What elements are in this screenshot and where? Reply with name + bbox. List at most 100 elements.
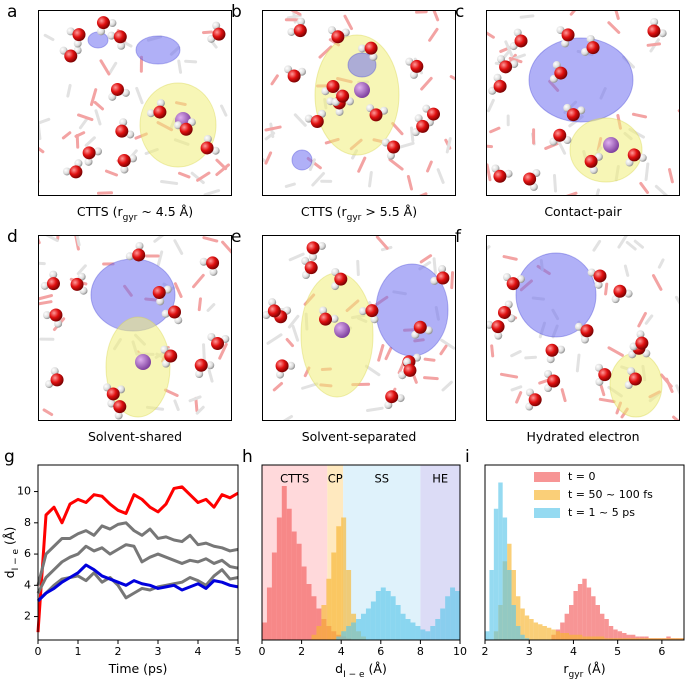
oxygen [267, 304, 281, 318]
panel-caption: Solvent-shared [88, 429, 182, 444]
hist-bar [599, 613, 605, 640]
hydrogen [287, 361, 296, 370]
hydrogen [493, 73, 502, 82]
hist-bar [675, 638, 680, 640]
x-axis-label: rgyr (Å) [563, 661, 605, 680]
oxygen [132, 248, 146, 262]
hist-bar [560, 633, 565, 640]
water-stick [202, 343, 206, 361]
hydrogen [438, 265, 447, 274]
water-stick [552, 174, 558, 193]
water-stick [196, 171, 211, 182]
x-tick-label: 2 [298, 645, 305, 658]
molecule-panel [262, 235, 456, 421]
water-stick [432, 257, 437, 275]
panel-letter: a [7, 2, 17, 22]
hist-bar [524, 615, 530, 640]
molecule-panel [262, 10, 456, 196]
water-stick [384, 346, 393, 361]
water-stick [272, 381, 284, 392]
hist-bar [591, 636, 596, 640]
water-stick [264, 151, 273, 165]
hist-bar [286, 508, 292, 640]
hist-bar [661, 638, 667, 640]
hist-bar [336, 636, 342, 640]
water-stick [657, 258, 665, 269]
hydrogen [636, 330, 645, 339]
water-stick [366, 406, 384, 412]
water-stick [38, 117, 51, 125]
hydrogen [650, 17, 659, 26]
oxygen [436, 271, 450, 285]
oxygen [64, 49, 78, 63]
x-tick-label: 2 [115, 645, 122, 658]
water-stick [665, 377, 674, 393]
hydrogen [386, 151, 395, 160]
water-stick [266, 333, 283, 345]
water-stick [76, 264, 87, 276]
panel-caption-part: Solvent-shared [88, 429, 182, 444]
hist-bar [613, 629, 618, 640]
water-stick [667, 168, 674, 184]
panel-letter: e [231, 227, 241, 247]
hydrogen [97, 27, 106, 36]
hydrogen [319, 306, 328, 315]
water-stick [206, 303, 216, 312]
water-stick [190, 171, 205, 185]
hist-bar [440, 608, 446, 640]
oxygen [72, 28, 86, 42]
oxygen [326, 80, 340, 94]
x-axis-label: Time (ps) [108, 661, 168, 676]
hydrogen [94, 147, 103, 156]
water-stick [163, 388, 179, 397]
panel-caption-part: gyr [123, 213, 138, 223]
water-stick [409, 126, 415, 143]
water-stick [646, 42, 662, 47]
hist-bar [380, 587, 386, 640]
hist-bar [520, 634, 525, 640]
water-stick [375, 235, 389, 250]
hydrogen [424, 326, 433, 335]
water-stick [218, 342, 228, 360]
hist-bar [450, 587, 456, 640]
water-stick [94, 109, 102, 126]
panel-letter: f [455, 227, 462, 247]
water-stick [56, 235, 60, 241]
x-tick-label: 10 [453, 645, 467, 658]
oxygen [113, 30, 127, 44]
water-stick [595, 188, 601, 196]
series-line [36, 543, 239, 594]
oxygen [82, 146, 96, 160]
oxygen [200, 141, 214, 155]
hydrogen [358, 307, 367, 316]
oxygen [499, 60, 513, 74]
oxygen [580, 324, 594, 338]
water-stick [502, 255, 518, 261]
y-tick-label: 10 [17, 485, 31, 498]
oxygen [369, 108, 383, 122]
water-stick [368, 171, 373, 188]
hist-bar [262, 622, 267, 640]
water-stick [43, 33, 55, 42]
chart-letter: h [242, 447, 253, 467]
water-stick [291, 324, 300, 342]
x-tick-label: 0 [35, 645, 42, 658]
water-stick [486, 31, 495, 39]
oxygen [306, 241, 320, 255]
hist-bar [420, 629, 426, 640]
panel-letter: b [231, 2, 242, 22]
hist-bar [311, 596, 317, 640]
water-stick [38, 300, 53, 306]
y-axis-label-part: (Å) [2, 527, 17, 549]
oxygen [113, 400, 127, 414]
water-stick [607, 21, 621, 34]
hist-bar [622, 633, 627, 640]
oxygen [275, 359, 289, 373]
hydrogen [163, 285, 172, 294]
water-stick [364, 364, 381, 377]
hydrogen [330, 314, 339, 323]
hydrogen [409, 70, 418, 79]
panel-letter: d [7, 227, 18, 247]
x-tick-label: 3 [526, 645, 533, 658]
